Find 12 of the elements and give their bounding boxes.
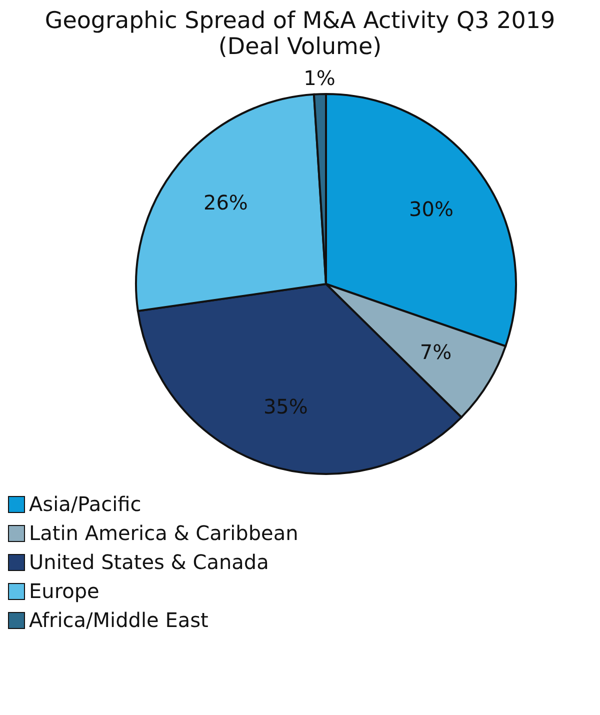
legend-label: United States & Canada (29, 549, 269, 576)
legend-label: Asia/Pacific (29, 491, 142, 518)
data-label: 1% (304, 66, 336, 90)
legend-label: Europe (29, 578, 100, 605)
legend-label: Latin America & Caribbean (29, 520, 298, 547)
chart-subtitle: (Deal Volume) (217, 34, 383, 60)
legend-label: Africa/Middle East (29, 607, 208, 634)
data-label: 35% (263, 394, 308, 419)
data-label: 26% (203, 190, 248, 215)
data-label: 7% (420, 340, 452, 364)
chart-title: Geographic Spread of M&A Activity Q3 2019 (44, 8, 556, 34)
data-label: 30% (409, 197, 454, 222)
